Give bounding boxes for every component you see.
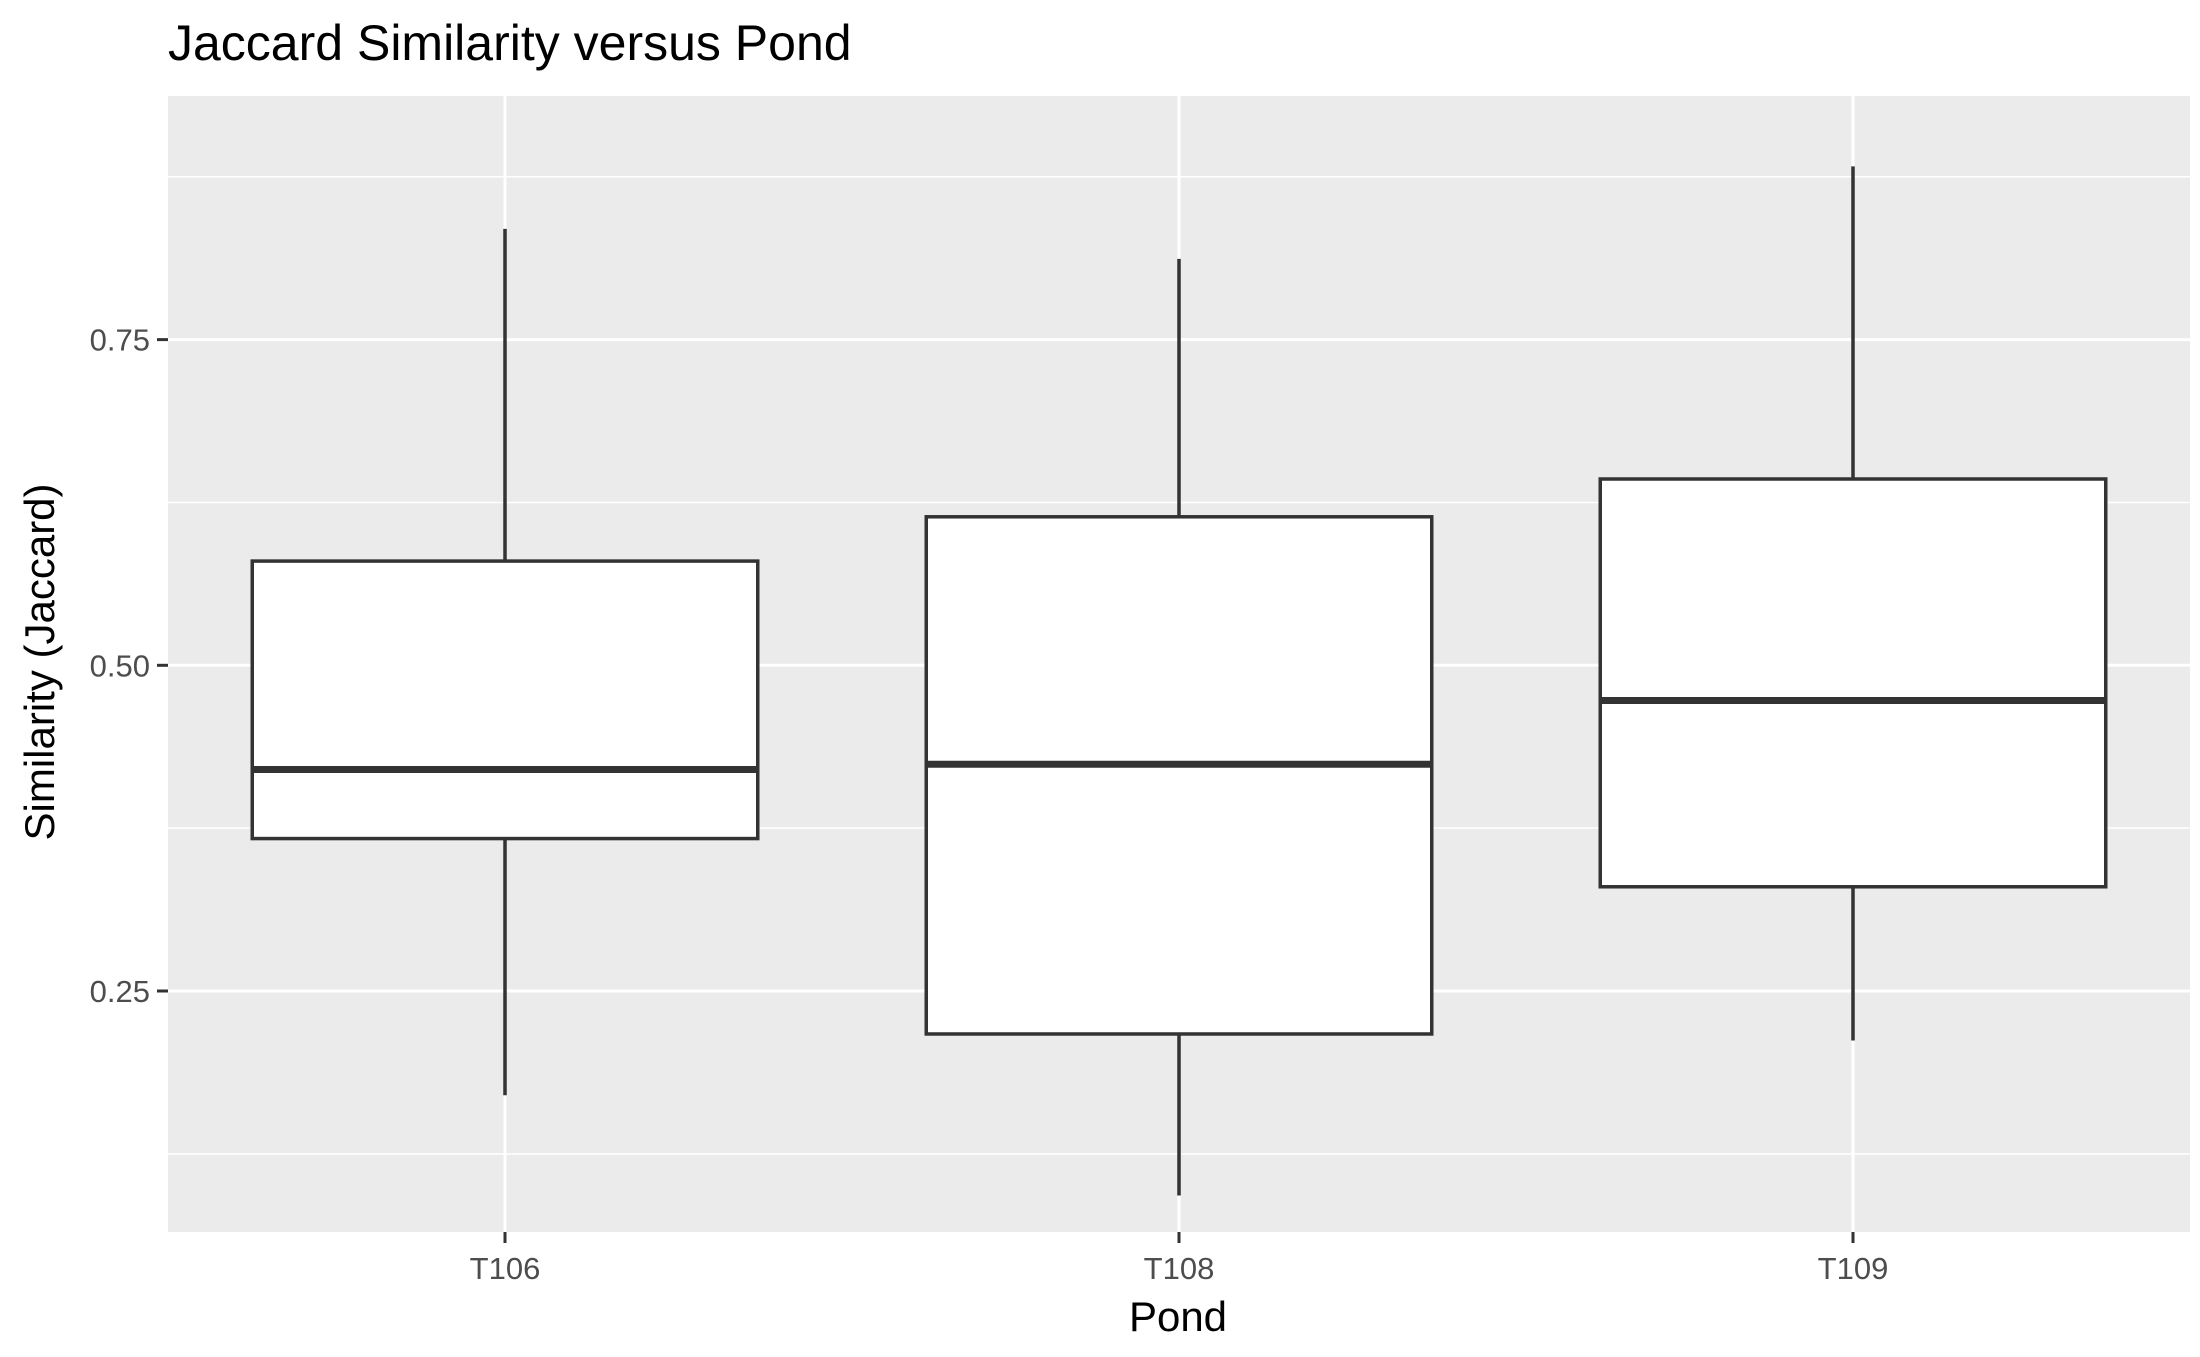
interquartile-box: [924, 515, 1434, 1036]
interquartile-box: [1598, 477, 2108, 889]
box-t106: [250, 228, 760, 1096]
y-tick-label: 0.25: [90, 974, 150, 1009]
interquartile-box: [250, 559, 760, 841]
x-tick-label: T109: [1818, 1251, 1889, 1286]
y-tick-label: 0.75: [90, 323, 150, 358]
box-t109: [1598, 166, 2108, 1041]
x-axis-title: Pond: [1129, 1293, 1227, 1340]
axes: 0.25 0.50 0.75 T106 T108 T109: [90, 323, 1889, 1286]
chart-title: Jaccard Similarity versus Pond: [168, 15, 852, 71]
box-t108: [924, 258, 1434, 1196]
x-tick-label: T106: [470, 1251, 541, 1286]
x-tick-label: T108: [1144, 1251, 1215, 1286]
y-tick-label: 0.50: [90, 648, 150, 683]
boxes: [250, 166, 2108, 1196]
y-axis-title: Similarity (Jaccard): [16, 483, 63, 840]
